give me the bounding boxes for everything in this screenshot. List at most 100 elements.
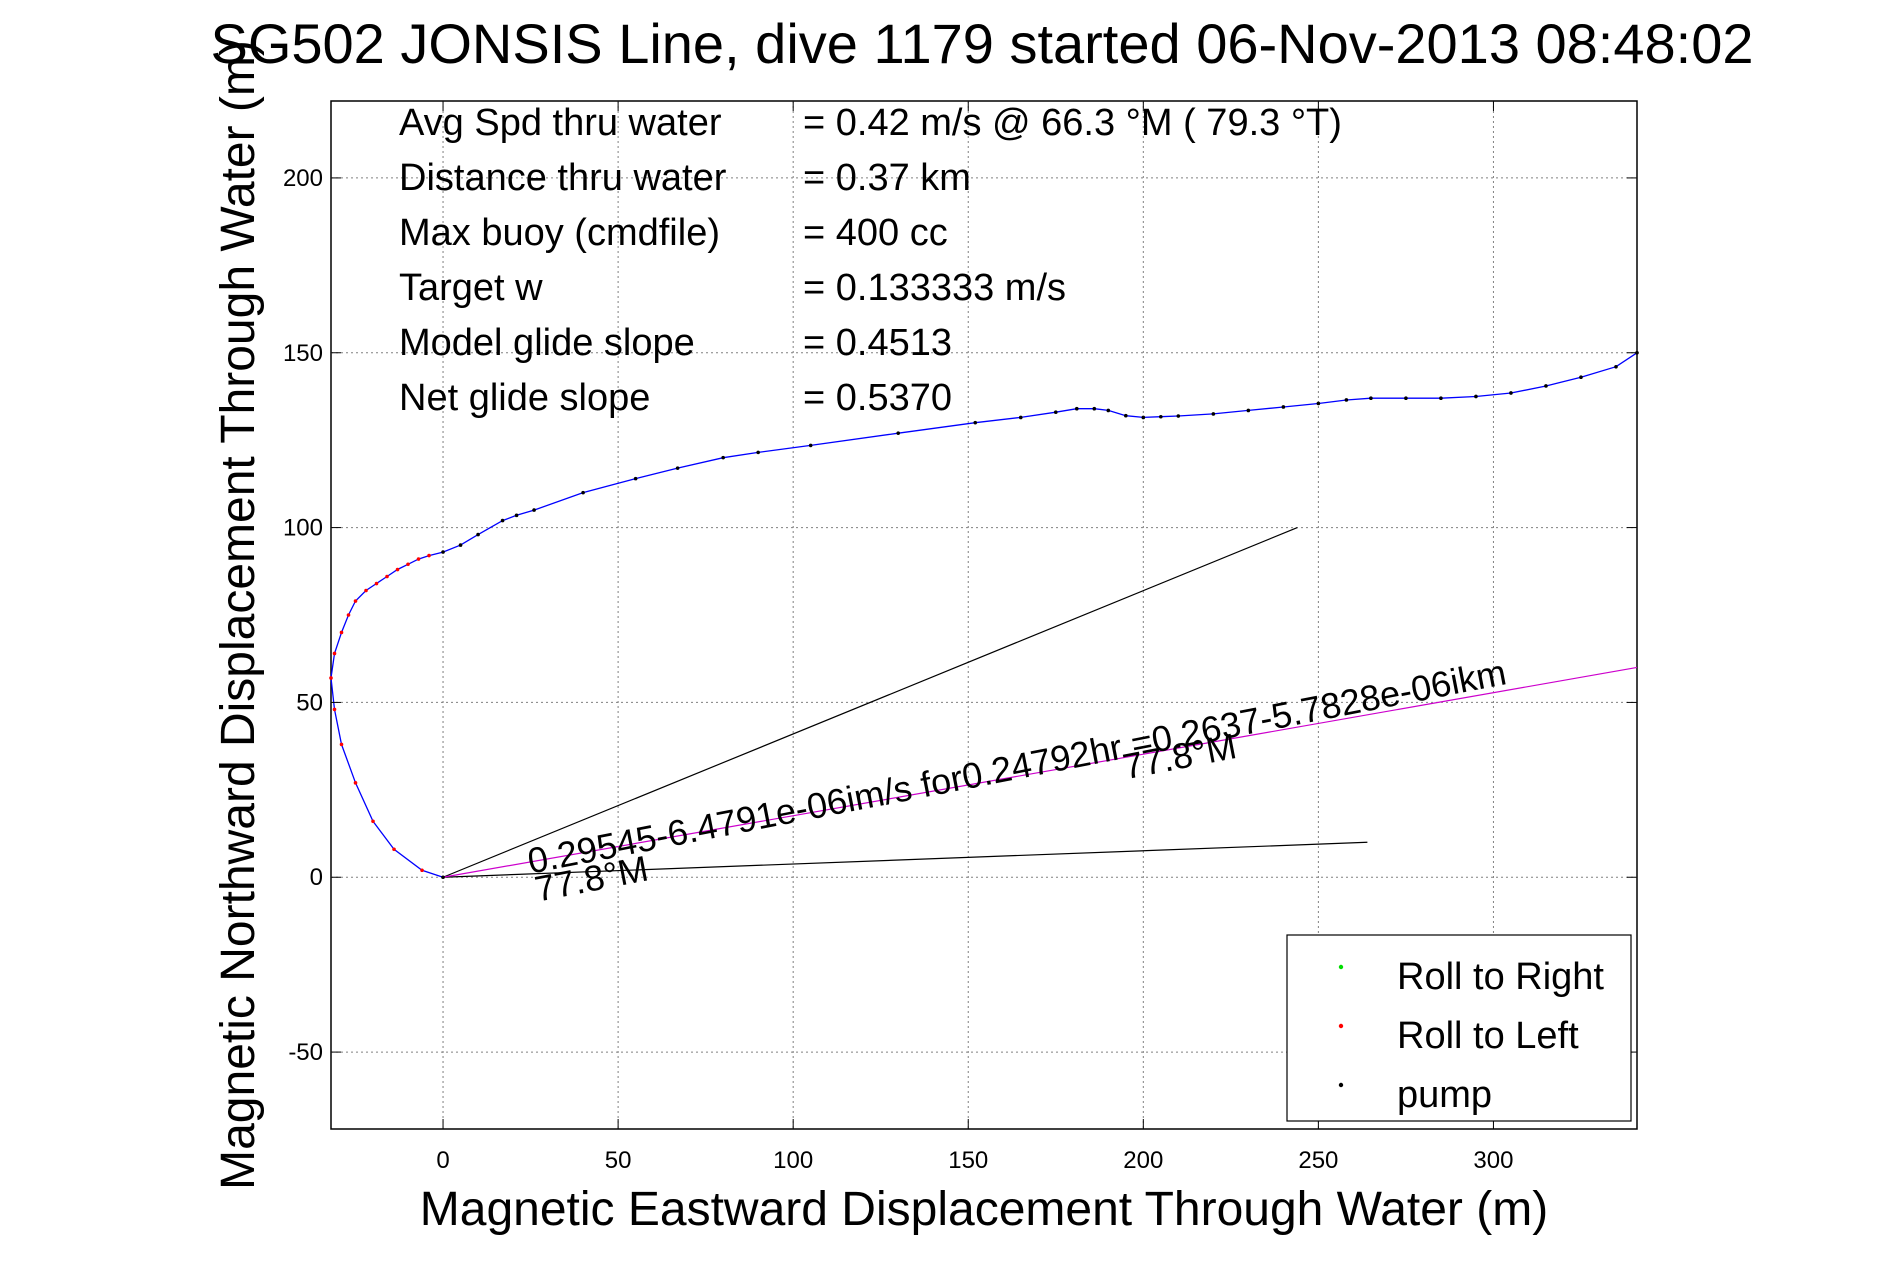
track-point bbox=[1246, 408, 1251, 413]
reference-line bbox=[442, 666, 1638, 878]
track-point bbox=[1316, 401, 1321, 406]
track-point bbox=[339, 630, 344, 635]
track-point bbox=[1124, 413, 1128, 418]
track-point bbox=[581, 490, 585, 495]
legend-box bbox=[1286, 934, 1632, 1122]
track-point bbox=[808, 443, 813, 448]
x-tick-label: 250 bbox=[1298, 1147, 1338, 1174]
x-axis-label: Magnetic Eastward Displacement Through W… bbox=[420, 1183, 1548, 1236]
track-point bbox=[675, 466, 680, 470]
track-point bbox=[1106, 408, 1111, 413]
track-point bbox=[756, 450, 760, 455]
track-point bbox=[1176, 414, 1181, 418]
track-point bbox=[1053, 410, 1058, 414]
x-tick-label: 200 bbox=[1123, 1147, 1163, 1174]
track-point bbox=[1404, 396, 1408, 401]
y-tick-label: 200 bbox=[283, 165, 323, 192]
track-point bbox=[1474, 394, 1478, 399]
track-point bbox=[329, 676, 333, 680]
tick-layer: 0 50 100 150 200 250 300 -50 0 50 100 150 200 bbox=[283, 101, 1637, 1174]
plot-area bbox=[330, 100, 1638, 1130]
stat-label: Target w bbox=[399, 267, 543, 309]
track-point bbox=[721, 455, 725, 460]
track-point bbox=[1211, 412, 1216, 416]
track-point bbox=[633, 476, 638, 481]
track-point bbox=[1614, 364, 1618, 369]
track-point bbox=[532, 508, 536, 512]
track-point bbox=[896, 431, 901, 435]
stat-value: = 0.133333 m/s bbox=[803, 267, 1066, 309]
track-point bbox=[514, 513, 519, 518]
marker-layer bbox=[329, 350, 1639, 880]
y-tick-label: 50 bbox=[296, 689, 323, 716]
track-point bbox=[406, 562, 410, 567]
track-point bbox=[476, 532, 480, 537]
stat-label: Distance thru water bbox=[399, 157, 727, 199]
x-tick-label: 100 bbox=[773, 1147, 813, 1174]
track-point bbox=[1281, 405, 1286, 409]
stat-label: Max buoy (cmdfile) bbox=[399, 212, 720, 254]
stat-label: Net glide slope bbox=[399, 377, 650, 419]
track-point bbox=[385, 574, 389, 579]
stat-label: Avg Spd thru water bbox=[399, 102, 722, 144]
y-tick-label: -50 bbox=[288, 1039, 323, 1066]
track-point bbox=[973, 420, 978, 425]
legend-label: Roll to Left bbox=[1397, 1015, 1579, 1057]
stat-label: Model glide slope bbox=[399, 322, 695, 364]
x-tick-label: 0 bbox=[436, 1147, 449, 1174]
legend-marker bbox=[1338, 1023, 1344, 1029]
track-point bbox=[332, 707, 337, 712]
track-point bbox=[346, 613, 351, 617]
legend-label: pump bbox=[1397, 1074, 1492, 1116]
track-point bbox=[1159, 414, 1163, 419]
track-point bbox=[420, 868, 424, 873]
track-point bbox=[1509, 391, 1513, 395]
track-point bbox=[441, 550, 445, 554]
y-tick-label: 150 bbox=[283, 340, 323, 367]
track-point bbox=[364, 588, 368, 593]
track-point bbox=[458, 543, 463, 547]
track-point bbox=[332, 651, 337, 656]
track-point bbox=[1018, 415, 1023, 420]
track-point bbox=[427, 553, 431, 558]
x-tick-label: 150 bbox=[948, 1147, 988, 1174]
y-axis-label: Magnetic Northward Displacement Through … bbox=[212, 40, 265, 1190]
track-point bbox=[374, 581, 379, 586]
track-point bbox=[1141, 415, 1146, 420]
track-point bbox=[1344, 398, 1349, 402]
track-point bbox=[441, 875, 445, 880]
stat-value: = 0.37 km bbox=[803, 157, 971, 199]
track-point bbox=[339, 742, 344, 747]
track-point bbox=[1579, 375, 1583, 380]
track-point bbox=[371, 819, 375, 824]
track-point bbox=[1544, 384, 1548, 388]
legend-label: Roll to Right bbox=[1397, 956, 1604, 998]
chart-title: SG502 JONSIS Line, dive 1179 started 06-… bbox=[210, 12, 1753, 75]
track-point bbox=[353, 781, 358, 785]
track-point bbox=[1074, 406, 1079, 411]
legend: Roll to Right Roll to Left pump bbox=[1286, 934, 1632, 1122]
stat-value: = 0.42 m/s @ 66.3 °M ( 79.3 °T) bbox=[803, 102, 1342, 144]
legend-marker bbox=[1338, 964, 1344, 970]
reference-lines bbox=[442, 527, 1638, 878]
track-point bbox=[1439, 396, 1443, 401]
reference-line bbox=[442, 527, 1298, 878]
series-layer bbox=[330, 352, 1638, 878]
track-point bbox=[1369, 396, 1373, 401]
track-line bbox=[330, 352, 1638, 878]
track-point bbox=[395, 567, 400, 572]
reference-line bbox=[443, 841, 1368, 878]
track-point bbox=[1092, 406, 1097, 411]
x-tick-label: 300 bbox=[1473, 1147, 1513, 1174]
track-point bbox=[500, 518, 505, 523]
legend-marker bbox=[1338, 1082, 1344, 1088]
stat-value: = 0.5370 bbox=[803, 377, 952, 419]
y-tick-label: 100 bbox=[283, 515, 323, 542]
track-point bbox=[392, 847, 396, 852]
x-tick-label: 50 bbox=[605, 1147, 632, 1174]
y-tick-label: 0 bbox=[310, 864, 323, 891]
stats-block: Avg Spd thru water = 0.42 m/s @ 66.3 °M (… bbox=[399, 102, 1342, 419]
track-point bbox=[416, 557, 421, 561]
stat-value: = 0.4513 bbox=[803, 322, 952, 364]
